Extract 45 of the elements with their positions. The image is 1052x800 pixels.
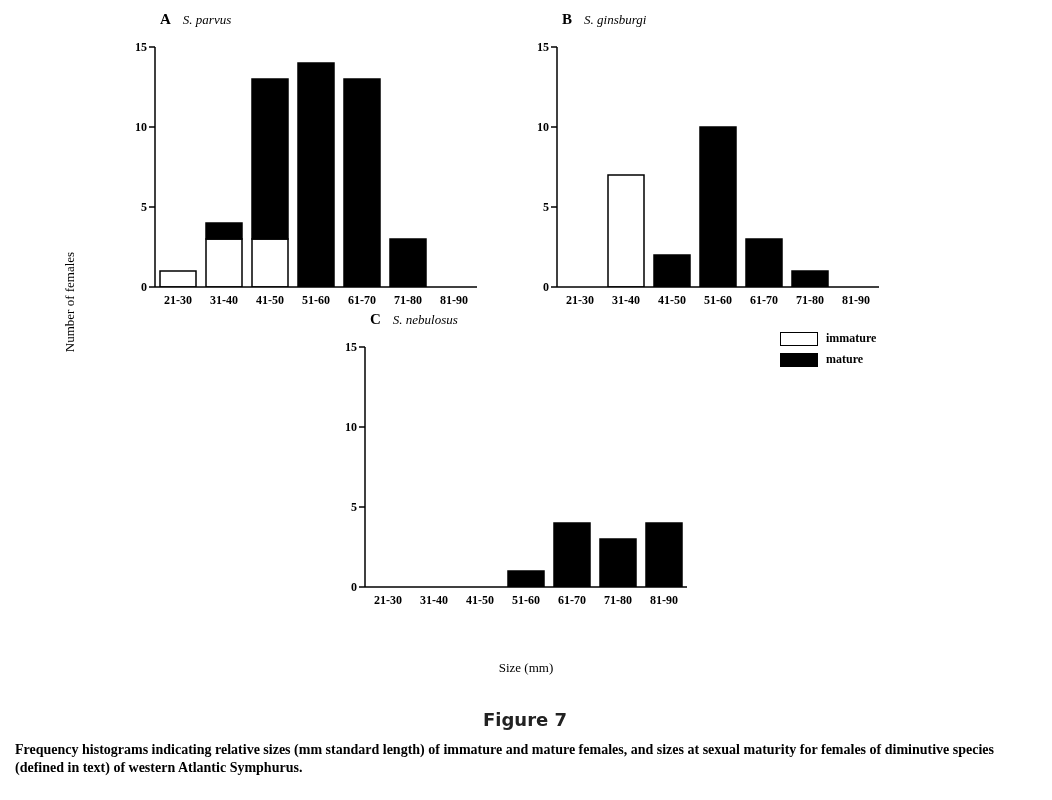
chart-subtitle: S. ginsburgi [584, 12, 647, 27]
x-tick-label: 31-40 [420, 592, 448, 607]
y-tick-label: 5 [543, 200, 549, 215]
x-tick-label: 21-30 [164, 292, 192, 307]
y-axis-title: Number of females [62, 251, 78, 353]
y-tick-label: 5 [351, 500, 357, 515]
y-tick-label: 5 [141, 200, 147, 215]
legend-label: mature [826, 352, 864, 367]
x-axis-title: Size (mm) [497, 660, 555, 676]
y-tick-label: 10 [135, 120, 147, 135]
x-tick-label: 81-90 [842, 292, 870, 307]
x-tick-label: 71-80 [796, 292, 824, 307]
y-tick-label: 0 [543, 280, 549, 295]
chart-title: C [370, 311, 381, 327]
chart-title: A [160, 11, 171, 27]
x-tick-label: 21-30 [374, 592, 402, 607]
x-tick-label: 51-60 [704, 292, 732, 307]
y-tick-label: 10 [345, 420, 357, 435]
x-tick-label: 61-70 [348, 292, 376, 307]
x-tick-label: 71-80 [604, 592, 632, 607]
y-tick-label: 15 [345, 340, 357, 355]
x-tick-label: 31-40 [210, 292, 238, 307]
legend-label: immature [826, 331, 877, 346]
x-tick-label: 61-70 [750, 292, 778, 307]
x-tick-label: 41-50 [256, 292, 284, 307]
chart-subtitle: S. nebulosus [392, 312, 458, 327]
chart-subtitle: S. parvus [182, 12, 232, 27]
text: Frequency histograms indicating relative sizes (mm standard length) of immature and mature females, and sizes at sexual maturity for females of diminutive species (defined in text) of western Atlantic Symphurus. [15, 741, 995, 778]
y-tick-label: 10 [537, 120, 549, 135]
x-tick-label: 41-50 [658, 292, 686, 307]
x-tick-label: 21-30 [566, 292, 594, 307]
x-tick-label: 51-60 [302, 292, 330, 307]
y-tick-label: 15 [537, 40, 549, 55]
x-tick-label: 81-90 [440, 292, 468, 307]
x-tick-label: 31-40 [612, 292, 640, 307]
y-tick-label: 0 [141, 280, 147, 295]
y-tick-label: 0 [351, 580, 357, 595]
x-tick-label: 61-70 [558, 592, 586, 607]
chart-title: B [562, 11, 573, 27]
x-tick-label: 71-80 [394, 292, 422, 307]
x-tick-label: 51-60 [512, 592, 540, 607]
x-tick-label: 81-90 [650, 592, 678, 607]
x-tick-label: 41-50 [466, 592, 494, 607]
y-tick-label: 15 [135, 40, 147, 55]
caption: Figure 7 [481, 709, 568, 730]
